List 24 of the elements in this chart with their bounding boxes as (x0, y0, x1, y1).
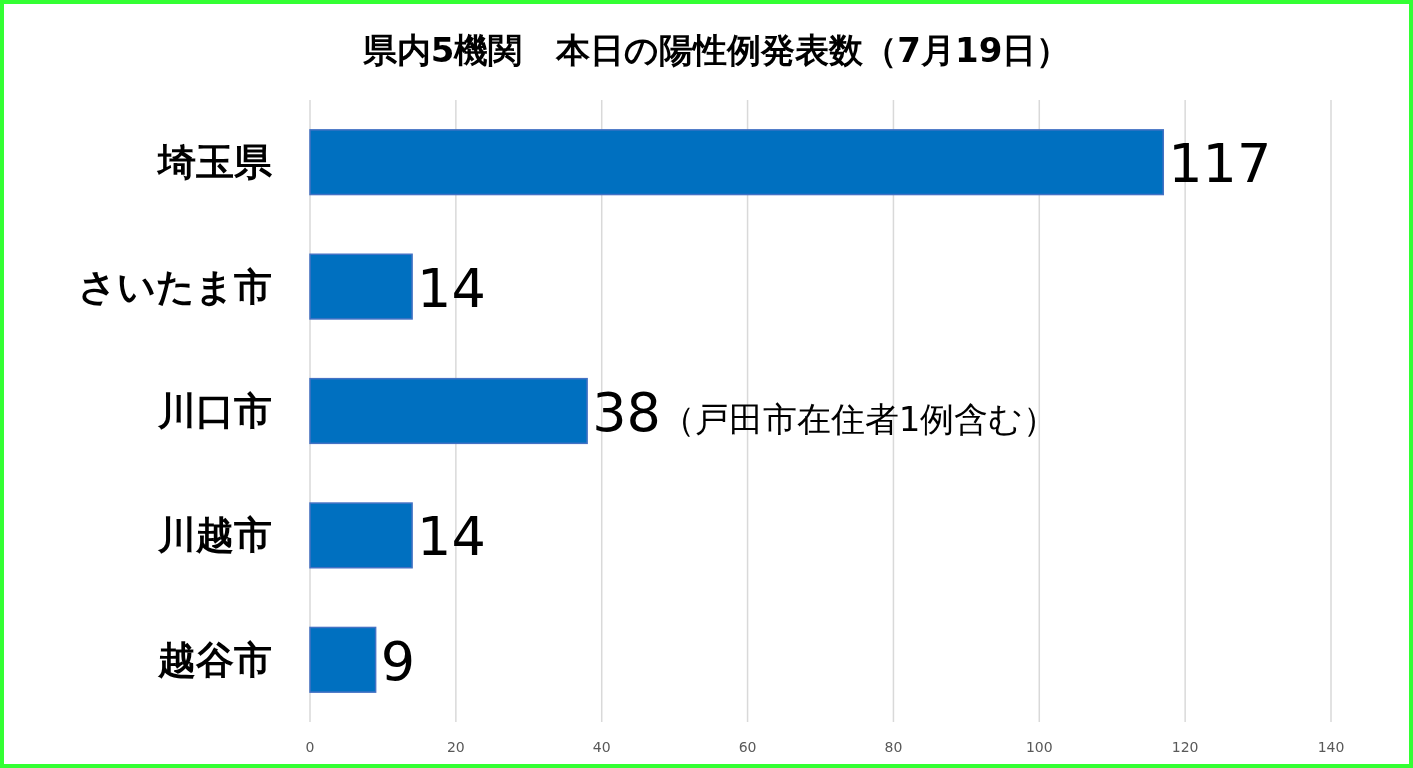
x-tick-label: 60 (738, 739, 757, 755)
chart-title: 県内5機関 本日の陽性例発表数（7月19日） (361, 30, 1071, 70)
x-tick-label: 0 (305, 739, 315, 755)
x-tick-label: 120 (1171, 739, 1199, 755)
y-tick-label: 越谷市 (157, 637, 272, 682)
y-tick-label: 川口市 (157, 389, 272, 433)
x-tick-label: 80 (884, 739, 903, 755)
y-tick-label: 川越市 (157, 513, 272, 558)
data-label: 9 (380, 629, 415, 693)
x-tick-label: 100 (1025, 739, 1053, 755)
bar (309, 253, 413, 320)
x-tick-label: 20 (446, 739, 465, 755)
bar (309, 626, 377, 693)
data-label: 117 (1168, 132, 1272, 196)
data-label: 14 (417, 256, 486, 320)
bar (309, 377, 588, 445)
bar (309, 129, 1165, 196)
data-label: 14 (417, 505, 486, 569)
y-tick-label: さいたま市 (78, 264, 272, 309)
x-tick-label: 140 (1317, 739, 1345, 755)
y-tick-label: 埼玉県 (156, 140, 273, 185)
bar (309, 502, 413, 569)
x-tick-label: 40 (592, 739, 611, 755)
data-label: 38（戸田市在住者1例含む） (592, 381, 1058, 444)
